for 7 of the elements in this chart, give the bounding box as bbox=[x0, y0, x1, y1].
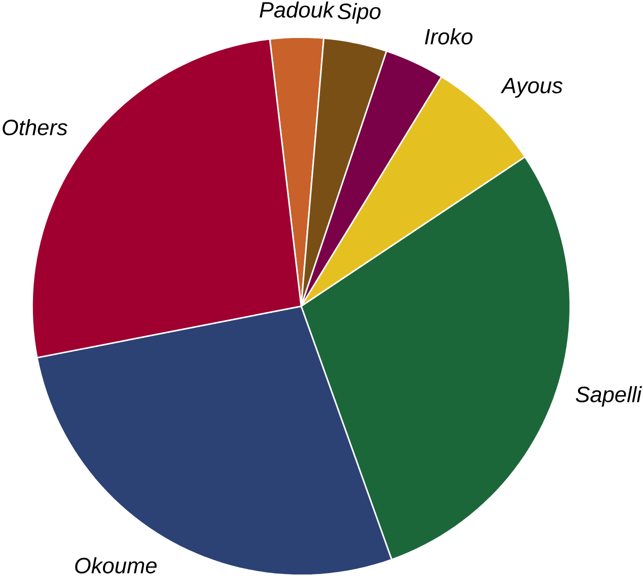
slice-label: Ayous bbox=[500, 78, 562, 98]
slice-label: Okoume bbox=[75, 557, 157, 574]
slice-label: Sapelli bbox=[576, 386, 642, 407]
slice-label: Others bbox=[2, 119, 68, 136]
slice-label: Iroko bbox=[424, 28, 472, 44]
slice-label: Padouk bbox=[260, 1, 335, 18]
slice-label: Sipo bbox=[338, 2, 381, 24]
